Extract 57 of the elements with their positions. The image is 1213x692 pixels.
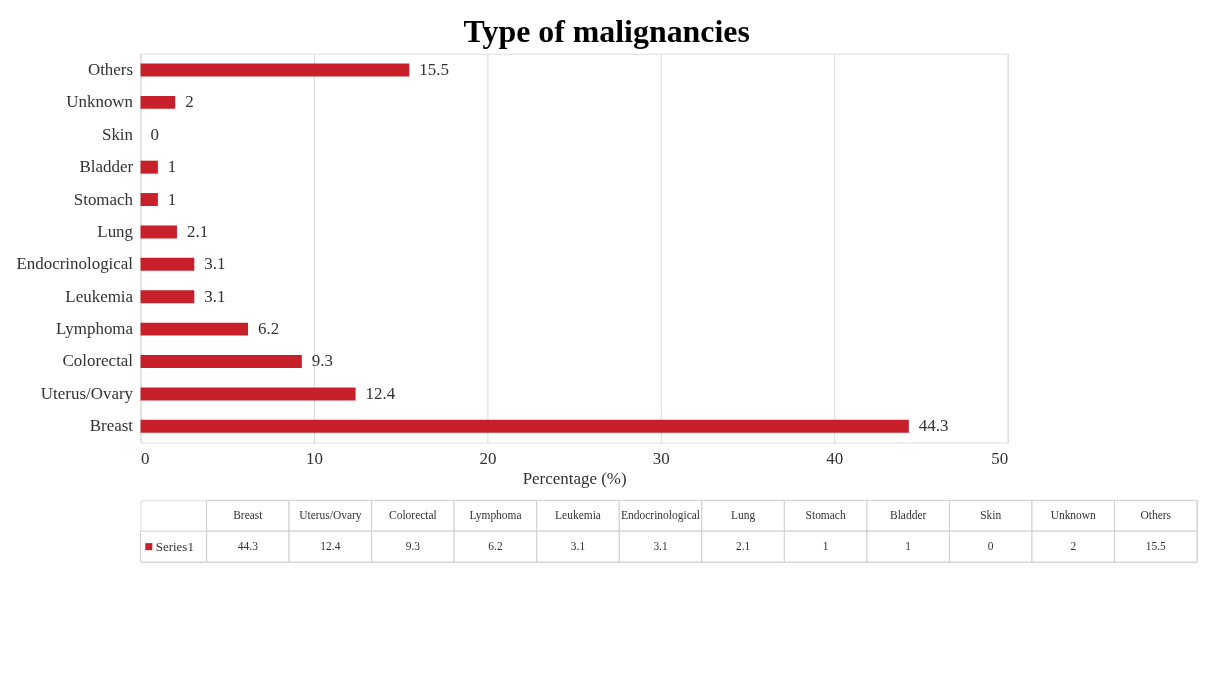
- data-label: 44.3: [918, 416, 949, 436]
- data-label: 9.3: [311, 351, 333, 371]
- text: 2: [1070, 539, 1077, 552]
- data-label: 2: [185, 92, 194, 112]
- data-label: 1: [167, 157, 177, 177]
- y-tick-label: Others: [87, 59, 134, 79]
- y-tick-label: Endocrinological: [16, 254, 134, 274]
- category-label: Lymphoma: [469, 508, 522, 521]
- text: 9.3: [405, 539, 421, 552]
- data-label: 0: [150, 124, 159, 144]
- x-tick-label: 0: [141, 448, 150, 468]
- category-label: Leukemia: [555, 508, 601, 521]
- text: 2.1: [735, 539, 751, 552]
- x-tick-label: 30: [652, 448, 670, 468]
- data-label: 6.2: [258, 319, 280, 339]
- legend-label: Series1: [155, 538, 194, 554]
- x-tick-label: 20: [479, 448, 497, 468]
- data-label: 3.1: [204, 254, 226, 274]
- category-label: Skin: [980, 508, 1002, 521]
- y-tick-label: Lymphoma: [55, 319, 134, 339]
- data-label: 12.4: [365, 383, 396, 403]
- x-tick-label: 10: [305, 448, 323, 468]
- category-label: Breast: [233, 508, 263, 521]
- y-tick-label: Bladder: [79, 157, 134, 177]
- category-label: Uterus/Ovary: [299, 508, 362, 521]
- data-label: 15.5: [419, 59, 449, 79]
- y-tick-label: Uterus/Ovary: [40, 383, 134, 403]
- x-axis-title: Percentage (%): [522, 468, 627, 488]
- category-label: Others: [1140, 508, 1172, 521]
- category-label: Endocrinological: [621, 508, 700, 521]
- data-label: 1: [167, 189, 177, 209]
- category-label: Colorectal: [389, 508, 437, 521]
- category-label: Unknown: [1050, 508, 1096, 521]
- x-tick-label: 40: [826, 448, 844, 468]
- text: 1: [822, 539, 829, 552]
- y-tick-label: Leukemia: [65, 286, 134, 306]
- category-label: Stomach: [805, 508, 846, 521]
- text: 3.1: [653, 539, 668, 552]
- y-tick-label: Lung: [97, 221, 134, 241]
- x-tick-label: 50: [991, 448, 1009, 468]
- y-tick-label: Colorectal: [62, 351, 134, 371]
- category-label: Bladder: [890, 508, 927, 521]
- chart-title: Type of malignancies: [463, 14, 750, 50]
- text: 0: [987, 539, 994, 552]
- y-tick-label: Stomach: [73, 189, 134, 209]
- data-label: 3.1: [204, 286, 226, 306]
- text: 12.4: [320, 539, 341, 552]
- text: 1: [905, 539, 912, 552]
- y-tick-label: Unknown: [66, 92, 134, 112]
- text: 6.2: [488, 539, 503, 552]
- text: 44.3: [237, 539, 258, 552]
- text: 15.5: [1145, 539, 1166, 552]
- y-tick-label: Breast: [89, 416, 134, 436]
- category-label: Lung: [730, 508, 756, 521]
- y-tick-label: Skin: [101, 124, 134, 144]
- data-label: 2.1: [186, 221, 209, 241]
- text: 3.1: [570, 539, 586, 552]
